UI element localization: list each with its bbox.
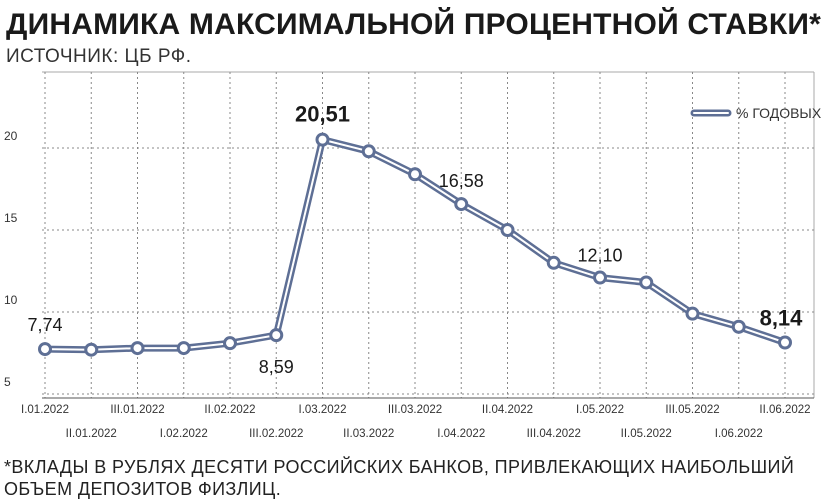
data-label: 8,59 [259, 357, 294, 377]
chart-source: ИСТОЧНИК: ЦБ РФ. [6, 46, 192, 67]
y-tick-label: 20 [4, 129, 18, 143]
x-tick-label: II.05.2022 [621, 428, 672, 440]
data-point [639, 275, 654, 290]
data-point [130, 341, 145, 356]
data-point [685, 306, 700, 321]
data-label: 8,14 [760, 306, 804, 331]
data-point [269, 328, 284, 343]
x-tick-label: II.01.2022 [66, 428, 117, 440]
x-tick-label: I.06.2022 [715, 428, 763, 440]
chart-title: ДИНАМИКА МАКСИМАЛЬНОЙ ПРОЦЕНТНОЙ СТАВКИ* [6, 8, 822, 41]
data-point [408, 167, 422, 182]
x-tick-label: I.05.2022 [576, 404, 624, 416]
data-point [315, 132, 330, 147]
data-point [731, 319, 746, 334]
x-tick-label: II.03.2022 [343, 428, 394, 440]
x-tick-label: I.02.2022 [160, 428, 208, 440]
x-tick-label: III.02.2022 [249, 428, 303, 440]
data-label: 20,51 [295, 102, 350, 127]
y-tick-label: 5 [4, 375, 11, 389]
y-tick-label: 15 [4, 211, 18, 225]
data-point [223, 336, 237, 351]
x-tick-label: III.04.2022 [527, 428, 581, 440]
data-point [38, 342, 52, 357]
x-tick-label: III.05.2022 [665, 404, 719, 416]
data-label: 7,74 [27, 315, 62, 335]
x-tick-label: II.06.2022 [759, 404, 810, 416]
x-tick-label: I.01.2022 [21, 404, 69, 416]
data-point [593, 270, 607, 285]
x-tick-label: I.04.2022 [437, 428, 485, 440]
data-label: 16,58 [439, 171, 484, 191]
data-label: 12,10 [577, 246, 622, 266]
x-tick-label: II.02.2022 [204, 404, 255, 416]
data-point [361, 144, 376, 159]
x-tick-label: III.03.2022 [388, 404, 442, 416]
y-tick-label: 10 [4, 293, 18, 307]
data-point [454, 197, 469, 212]
data-point [778, 335, 792, 350]
x-tick-label: III.01.2022 [110, 404, 164, 416]
chart-footnote: *ВКЛАДЫ В РУБЛЯХ ДЕСЯТИ РОССИЙСКИХ БАНКО… [4, 457, 795, 499]
data-point [546, 255, 561, 270]
legend-label: % ГОДОВЫХ [736, 105, 822, 121]
data-point [176, 341, 191, 356]
x-tick-label: II.04.2022 [482, 404, 533, 416]
data-point [500, 223, 515, 237]
x-tick-label: I.03.2022 [299, 404, 347, 416]
data-point [84, 342, 99, 357]
